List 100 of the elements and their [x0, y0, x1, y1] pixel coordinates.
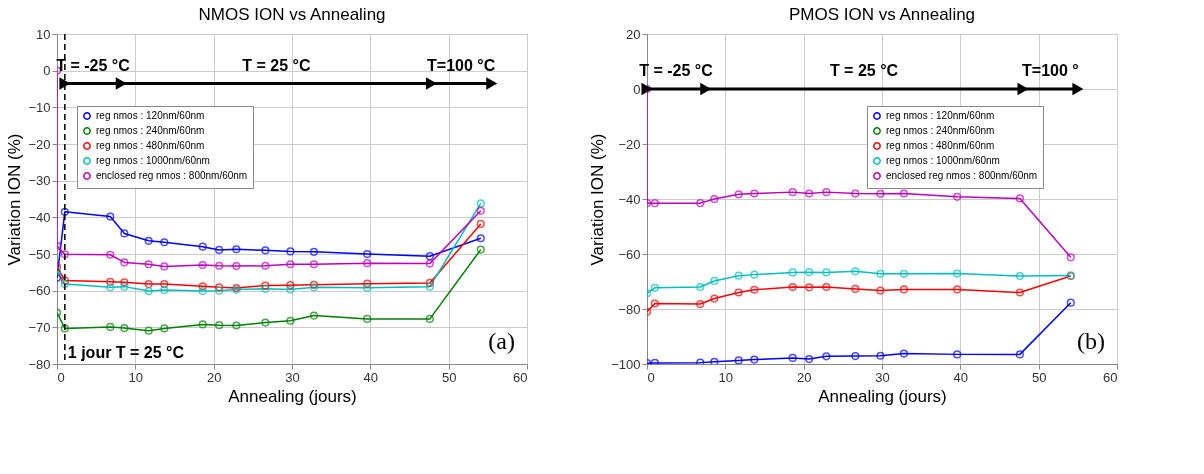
point: [425, 252, 434, 261]
point: [696, 282, 705, 292]
point: [160, 285, 169, 295]
point: [425, 259, 434, 268]
point: [876, 269, 885, 278]
y-tick-label: −50: [28, 246, 51, 262]
point: [144, 279, 153, 289]
y-tick-label: 0: [633, 81, 641, 97]
point: [160, 279, 169, 289]
point: [60, 207, 69, 216]
point: [160, 238, 169, 247]
annotation: (a): [488, 328, 515, 354]
x-tick-label: 50: [441, 369, 457, 385]
point: [198, 282, 207, 291]
point: [106, 322, 115, 332]
point: [1072, 82, 1084, 96]
legend-label: reg nmos : 240nm/60nm: [886, 125, 995, 136]
y-axis-title: Variation ION (%): [588, 133, 608, 266]
y-tick-label: 10: [36, 26, 51, 42]
y-tick-label: −70: [28, 319, 51, 335]
point: [1015, 194, 1024, 203]
point: [309, 260, 319, 269]
point: [106, 250, 115, 259]
x-tick-label: 50: [1031, 369, 1047, 385]
y-tick-label: −60: [28, 283, 51, 299]
point: [851, 351, 860, 361]
x-tick-label: 40: [953, 369, 969, 385]
y-tick-label: −20: [618, 136, 641, 152]
x-tick-label: 0: [57, 369, 65, 385]
point: [805, 283, 814, 292]
x-tick-label: 20: [796, 369, 812, 385]
point: [750, 285, 759, 294]
point: [120, 278, 129, 287]
point: [805, 268, 814, 277]
point: [1015, 350, 1024, 359]
point: [232, 321, 241, 330]
annotation: T = -25 °C: [639, 62, 714, 79]
point: [851, 284, 860, 294]
point: [710, 357, 719, 364]
y-tick-label: 20: [626, 26, 641, 42]
annotation: (b): [1077, 328, 1105, 354]
point: [286, 316, 295, 325]
point: [106, 212, 115, 221]
point: [160, 324, 169, 333]
point: [822, 188, 831, 197]
point: [876, 286, 885, 295]
point: [1015, 271, 1024, 281]
point: [899, 285, 909, 294]
point: [363, 283, 372, 292]
point: [750, 189, 759, 198]
point: [734, 288, 743, 297]
x-tick-label: 60: [1103, 369, 1118, 385]
legend-label: reg nmos : 120nm/60nm: [886, 110, 995, 121]
point: [363, 259, 372, 268]
point: [899, 269, 909, 278]
point: [144, 236, 153, 245]
point: [144, 260, 153, 269]
point: [851, 189, 860, 198]
y-tick-label: −80: [28, 356, 51, 372]
y-axis-title: Variation ION (%): [5, 133, 25, 266]
point: [286, 260, 295, 269]
point: [953, 350, 962, 359]
point: [215, 261, 224, 270]
point: [60, 279, 69, 289]
y-tick-label: −10: [28, 99, 51, 115]
point: [363, 314, 372, 323]
ref-line-label: 1 jour T = 25 °C: [67, 344, 185, 361]
point: [60, 250, 69, 259]
legend-label: reg nmos : 240nm/60nm: [96, 125, 205, 136]
point: [261, 261, 270, 270]
point: [425, 282, 434, 291]
point: [425, 278, 434, 288]
y-tick-label: −60: [618, 246, 641, 262]
point: [953, 192, 962, 201]
point: [363, 249, 372, 259]
point: [106, 283, 115, 292]
legend-label: enclosed reg nmos : 800nm/60nm: [96, 170, 248, 181]
legend-label: reg nmos : 120nm/60nm: [96, 110, 205, 121]
y-tick-label: 0: [43, 63, 51, 79]
point: [106, 277, 115, 286]
point: [120, 258, 129, 267]
x-tick-label: 30: [875, 369, 890, 385]
point: [696, 299, 705, 309]
point: [734, 356, 743, 364]
point: [309, 311, 319, 320]
point: [953, 269, 962, 278]
point: [486, 77, 498, 90]
point: [822, 282, 831, 292]
point: [710, 194, 719, 204]
point: [822, 268, 831, 277]
point: [425, 314, 434, 323]
point: [899, 189, 909, 198]
point: [60, 324, 69, 333]
point: [788, 188, 797, 197]
point: [261, 246, 270, 255]
annotation: T = 25 °C: [829, 62, 899, 79]
point: [232, 245, 241, 254]
x-tick-label: 10: [128, 369, 144, 385]
annotation: T=100 °C: [427, 56, 496, 74]
chart-title: PMOS ION vs Annealing: [788, 5, 976, 24]
